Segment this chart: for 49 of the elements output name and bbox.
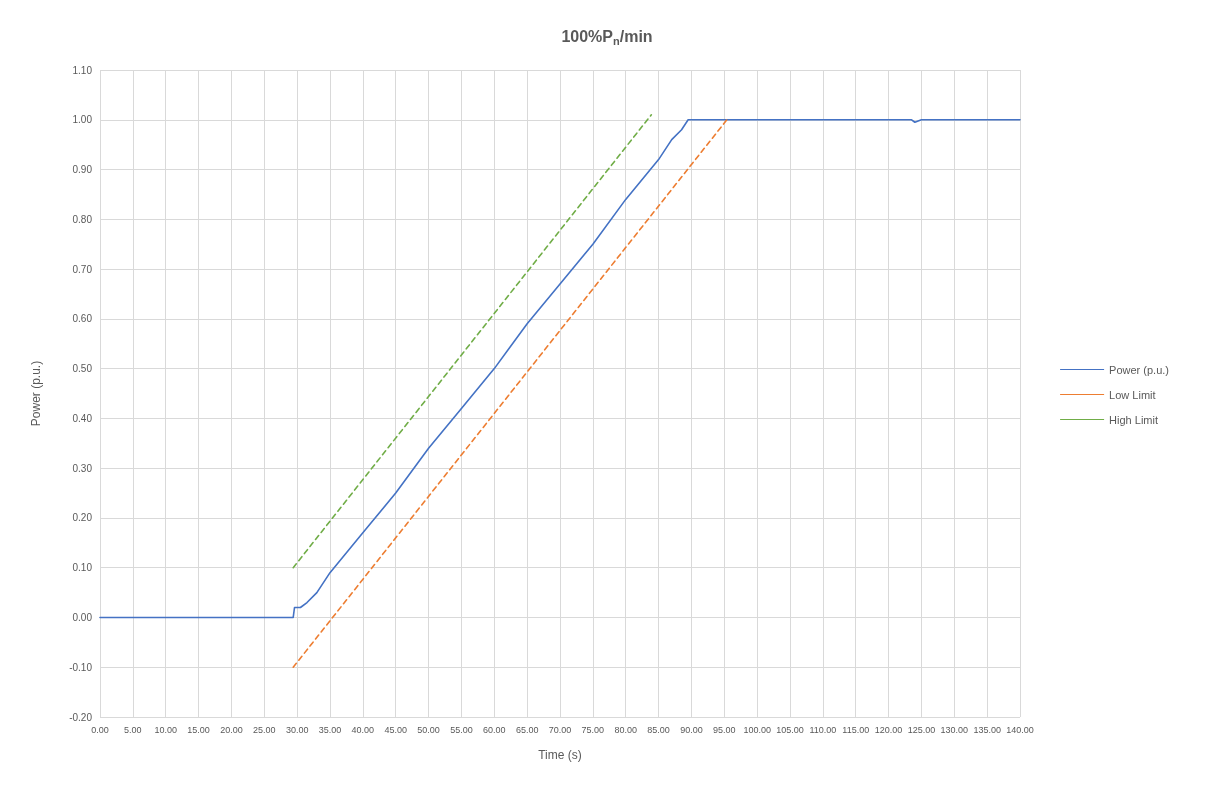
x-tick-label: 20.00 bbox=[220, 724, 243, 735]
x-tick-label: 25.00 bbox=[253, 724, 276, 735]
y-tick-label: 0.30 bbox=[72, 462, 93, 474]
y-tick-label: 0.80 bbox=[72, 213, 93, 225]
x-tick-label: 65.00 bbox=[515, 724, 539, 735]
x-tick-label: 55.00 bbox=[450, 724, 473, 735]
line-series bbox=[99, 118, 1021, 619]
x-tick-label: 35.00 bbox=[318, 724, 342, 735]
y-tick-label: 0.70 bbox=[72, 263, 93, 275]
y-tick-label: 0.10 bbox=[72, 562, 93, 574]
x-tick-label: 100.00 bbox=[743, 724, 771, 735]
y-tick-label: 1.00 bbox=[72, 114, 93, 126]
y-tick-label: 0.60 bbox=[72, 313, 93, 325]
x-tick-label: 60.00 bbox=[483, 724, 506, 735]
y-tick-label: 0.00 bbox=[72, 611, 93, 623]
x-tick-label: 130.00 bbox=[940, 724, 969, 735]
y-tick-label: 0.90 bbox=[72, 164, 93, 176]
x-axis-title: Time (s) bbox=[538, 748, 582, 762]
legend-label: Power (p.u.) bbox=[1109, 363, 1170, 376]
x-tick-label: 110.00 bbox=[809, 724, 837, 735]
x-tick-label: 0.00 bbox=[91, 724, 109, 735]
y-tick-label: 1.10 bbox=[72, 64, 93, 76]
x-tick-label: 90.00 bbox=[680, 724, 703, 735]
x-tick-label: 80.00 bbox=[614, 724, 637, 735]
legend-label: High Limit bbox=[1109, 413, 1158, 426]
x-tick-label: 30.00 bbox=[285, 724, 309, 735]
x-tick-label: 135.00 bbox=[973, 724, 1001, 735]
x-tick-label: 45.00 bbox=[384, 724, 407, 735]
x-tick-label: 120.00 bbox=[874, 724, 903, 735]
legend-label: Low Limit bbox=[1109, 388, 1156, 401]
x-tick-label: 5.00 bbox=[124, 724, 142, 735]
x-tick-label: 40.00 bbox=[351, 724, 375, 735]
x-tick-label: 15.00 bbox=[187, 724, 210, 735]
x-tick-label: 140.00 bbox=[1006, 724, 1034, 735]
y-axis-title: Power (p.u.) bbox=[29, 360, 43, 427]
y-tick-label: -0.20 bbox=[69, 711, 93, 723]
y-tick-label: 0.40 bbox=[72, 412, 93, 424]
y-tick-label: 0.50 bbox=[72, 363, 93, 375]
x-tick-label: 75.00 bbox=[581, 724, 605, 735]
x-tick-label: 125.00 bbox=[907, 724, 936, 735]
x-tick-label: 85.00 bbox=[647, 724, 670, 735]
x-tick-label: 115.00 bbox=[842, 724, 870, 735]
x-tick-label: 105.00 bbox=[776, 724, 804, 735]
y-tick-label: 0.20 bbox=[72, 512, 93, 524]
x-tick-label: 95.00 bbox=[713, 724, 736, 735]
y-tick-label: -0.10 bbox=[69, 661, 93, 673]
x-tick-label: 50.00 bbox=[417, 724, 440, 735]
x-tick-label: 70.00 bbox=[548, 724, 572, 735]
x-tick-label: 10.00 bbox=[154, 724, 177, 735]
